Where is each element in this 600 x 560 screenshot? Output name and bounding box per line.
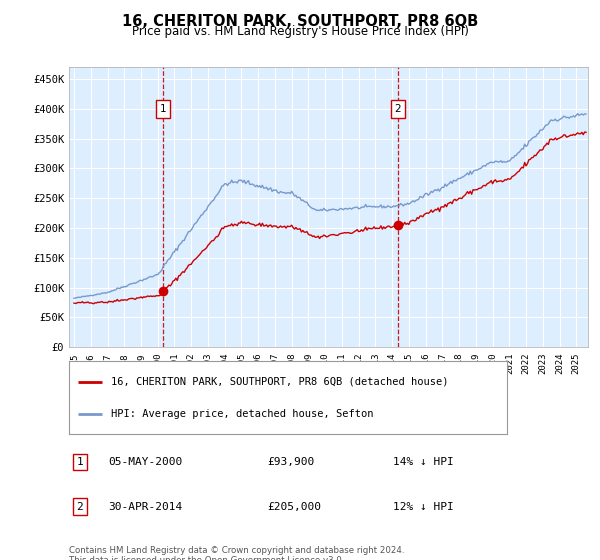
Text: 16, CHERITON PARK, SOUTHPORT, PR8 6QB: 16, CHERITON PARK, SOUTHPORT, PR8 6QB <box>122 14 478 29</box>
Text: £93,900: £93,900 <box>267 457 314 467</box>
Text: 2: 2 <box>394 104 401 114</box>
Text: HPI: Average price, detached house, Sefton: HPI: Average price, detached house, Seft… <box>110 409 373 419</box>
Text: 2: 2 <box>76 502 83 512</box>
Text: 1: 1 <box>160 104 167 114</box>
Text: 16, CHERITON PARK, SOUTHPORT, PR8 6QB (detached house): 16, CHERITON PARK, SOUTHPORT, PR8 6QB (d… <box>110 376 448 386</box>
Text: Price paid vs. HM Land Registry's House Price Index (HPI): Price paid vs. HM Land Registry's House … <box>131 25 469 38</box>
Text: 1: 1 <box>76 457 83 467</box>
Text: Contains HM Land Registry data © Crown copyright and database right 2024.
This d: Contains HM Land Registry data © Crown c… <box>69 546 404 560</box>
Text: £205,000: £205,000 <box>267 502 321 512</box>
Text: 12% ↓ HPI: 12% ↓ HPI <box>393 502 454 512</box>
Text: 14% ↓ HPI: 14% ↓ HPI <box>393 457 454 467</box>
Text: 05-MAY-2000: 05-MAY-2000 <box>108 457 182 467</box>
Text: 30-APR-2014: 30-APR-2014 <box>108 502 182 512</box>
